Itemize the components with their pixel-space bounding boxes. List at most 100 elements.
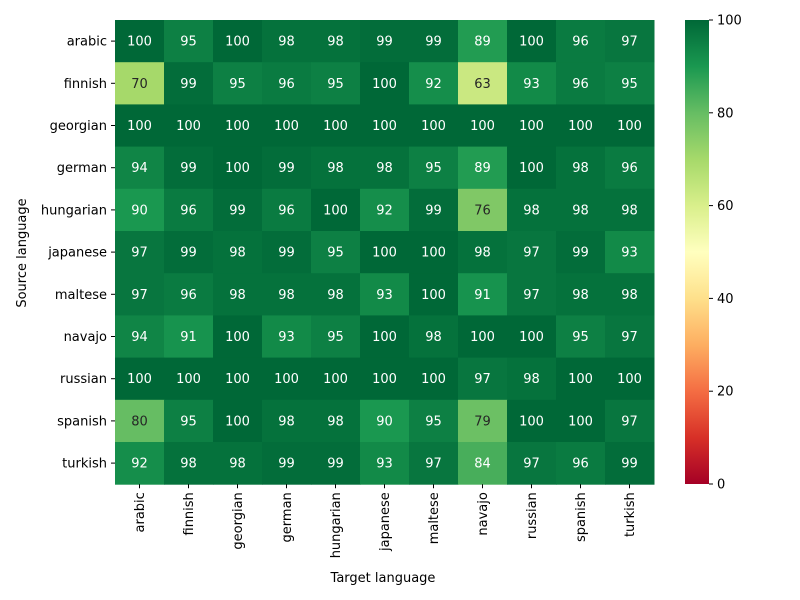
cell-value-label: 98 <box>327 288 344 303</box>
heatmap-cell <box>360 146 410 190</box>
heatmap-cell <box>409 273 459 316</box>
heatmap-cell <box>458 188 508 232</box>
heatmap-cell <box>262 188 312 232</box>
heatmap-cell <box>605 442 655 485</box>
cell-value-label: 100 <box>421 288 446 303</box>
cell-value-label: 99 <box>229 203 246 218</box>
y-tick-label: hungarian <box>41 203 107 218</box>
cell-value-label: 99 <box>278 161 295 176</box>
cell-value-label: 96 <box>621 161 638 176</box>
heatmap-cell <box>262 62 312 105</box>
x-axis-ticks: arabic finnish georgian german hungarian japa… <box>133 484 638 558</box>
cell-value-label: 100 <box>470 119 495 134</box>
heatmap-cell <box>115 442 165 485</box>
heatmap-cell <box>556 399 606 443</box>
heatmap-cell <box>115 104 165 148</box>
cell-value-label: 100 <box>568 372 593 387</box>
cell-value-label: 95 <box>180 35 197 50</box>
colorbar-gradient <box>685 20 709 484</box>
heatmap-cell <box>262 399 312 443</box>
cell-value-label: 98 <box>278 414 295 429</box>
heatmap-cell <box>556 231 606 274</box>
heatmap-cell <box>164 357 214 401</box>
y-axis-label: Source language <box>15 198 30 307</box>
cell-value-label: 98 <box>523 372 540 387</box>
heatmap-cell <box>556 188 606 232</box>
heatmap-cell <box>458 20 508 63</box>
colorbar-tick-label: 80 <box>717 106 734 121</box>
cell-value-label: 98 <box>229 457 246 472</box>
heatmap-cell <box>311 399 361 443</box>
cell-value-label: 97 <box>131 288 148 303</box>
cell-value-label: 100 <box>225 414 250 429</box>
cell-value-label: 98 <box>229 288 246 303</box>
heatmap-cell <box>409 146 459 190</box>
cell-value-label: 98 <box>474 246 491 261</box>
cell-value-label: 99 <box>180 246 197 261</box>
heatmap-cell <box>115 20 165 63</box>
cell-value-label: 98 <box>327 35 344 50</box>
cell-value-label: 100 <box>323 372 348 387</box>
heatmap-cell <box>262 357 312 401</box>
cell-value-label: 96 <box>278 77 295 92</box>
cell-value-label: 97 <box>474 372 491 387</box>
heatmap-cell <box>605 315 655 359</box>
heatmap-cell <box>458 442 508 485</box>
cell-value-label: 97 <box>523 457 540 472</box>
heatmap-cell <box>458 231 508 274</box>
y-tick-label: german <box>57 161 107 176</box>
x-tick-label: russian <box>525 492 540 539</box>
cell-value-label: 100 <box>127 372 152 387</box>
cell-value-label: 100 <box>372 330 397 345</box>
heatmap-cell <box>409 399 459 443</box>
heatmap-cells: 100 95 100 98 98 99 99 89 100 96 97 70 99 95 96 95 100 92… <box>115 20 655 485</box>
cell-value-label: 97 <box>621 35 638 50</box>
cell-value-label: 100 <box>225 330 250 345</box>
cell-value-label: 100 <box>225 119 250 134</box>
heatmap-cell <box>164 62 214 105</box>
cell-value-label: 96 <box>572 77 589 92</box>
heatmap-cell <box>213 188 263 232</box>
heatmap-cell <box>262 273 312 316</box>
cell-value-label: 99 <box>425 35 442 50</box>
heatmap-cell <box>115 399 165 443</box>
cell-value-label: 100 <box>274 372 299 387</box>
y-tick-label: maltese <box>55 288 107 303</box>
cell-value-label: 93 <box>523 77 540 92</box>
heatmap-cell <box>507 188 557 232</box>
heatmap-cell <box>556 357 606 401</box>
cell-value-label: 100 <box>617 372 642 387</box>
heatmap-cell <box>605 273 655 316</box>
cell-value-label: 100 <box>225 35 250 50</box>
heatmap-cell <box>311 273 361 316</box>
heatmap-cell <box>409 231 459 274</box>
heatmap-cell <box>213 20 263 63</box>
heatmap-cell <box>262 146 312 190</box>
cell-value-label: 98 <box>278 288 295 303</box>
cell-value-label: 97 <box>523 288 540 303</box>
heatmap-cell <box>556 315 606 359</box>
heatmap-cell <box>556 62 606 105</box>
cell-value-label: 90 <box>131 203 148 218</box>
heatmap-cell <box>409 62 459 105</box>
heatmap-cell <box>507 62 557 105</box>
cell-value-label: 98 <box>572 288 589 303</box>
cell-value-label: 93 <box>278 330 295 345</box>
heatmap-cell <box>213 62 263 105</box>
colorbar-tick-label: 40 <box>717 292 734 307</box>
cell-value-label: 93 <box>621 246 638 261</box>
x-tick-label: turkish <box>623 492 638 537</box>
cell-value-label: 100 <box>617 119 642 134</box>
cell-value-label: 95 <box>621 77 638 92</box>
x-tick-label: spanish <box>574 492 589 542</box>
y-tick-label: arabic <box>67 35 107 50</box>
heatmap-cell <box>458 399 508 443</box>
cell-value-label: 94 <box>131 161 148 176</box>
cell-value-label: 98 <box>229 246 246 261</box>
cell-value-label: 98 <box>327 161 344 176</box>
heatmap-cell <box>409 357 459 401</box>
heatmap-cell <box>360 188 410 232</box>
heatmap-cell <box>311 62 361 105</box>
cell-value-label: 100 <box>225 372 250 387</box>
cell-value-label: 92 <box>131 457 148 472</box>
